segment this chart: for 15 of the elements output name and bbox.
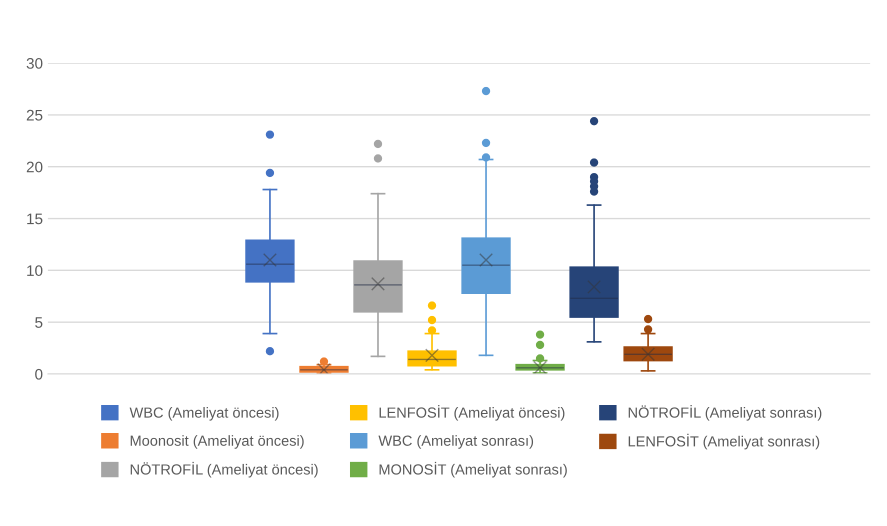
legend-label: LENFOSİT (Ameliyat sonrası) xyxy=(628,434,820,450)
y-tick-label: 25 xyxy=(26,110,42,121)
y-tick-label: 5 xyxy=(35,317,42,328)
legend-label: WBC (Ameliyat sonrası) xyxy=(378,435,534,449)
legend-label: MONOSİT (Ameliyat sonrası) xyxy=(380,462,567,478)
y-tick-label: 20 xyxy=(26,162,42,172)
y-tick-label: 15 xyxy=(27,214,42,224)
y-tick-label: 10 xyxy=(27,265,42,276)
y-tick-label: 30 xyxy=(26,58,42,69)
y-tick-label: 0 xyxy=(35,368,42,380)
legend-label: NÖTROFİL (Ameliyat öncesi) xyxy=(130,462,318,478)
legend-label: WBC (Ameliyat öncesi) xyxy=(130,407,279,421)
legend-label: NÖTROFİL (Ameliyat sonrası) xyxy=(628,404,822,421)
legend-label: LENFOSİT (Ameliyat öncesi) xyxy=(380,404,564,421)
legend-label: Moonosit (Ameliyat öncesi) xyxy=(130,435,304,449)
